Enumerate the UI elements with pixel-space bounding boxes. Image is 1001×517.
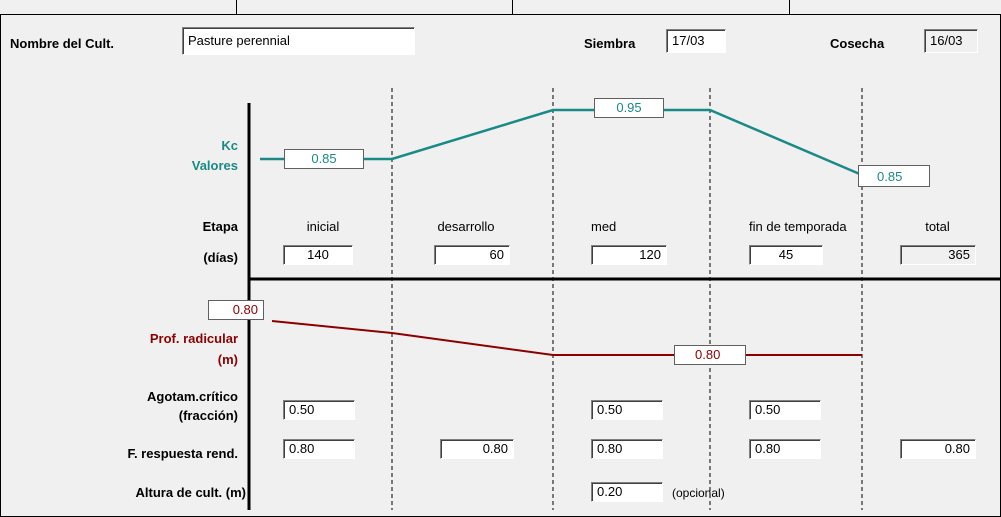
yield-response-inicial-input[interactable]: 0.80 bbox=[283, 439, 355, 459]
stage-name-inicial: inicial bbox=[306, 219, 340, 234]
yield-response-total-input[interactable]: 0.80 bbox=[900, 439, 976, 459]
kc-values-label: Valores bbox=[191, 158, 238, 173]
crop-name-label: Nombre del Cult. bbox=[10, 36, 115, 51]
stage-name-total: total bbox=[925, 219, 950, 234]
cosecha-date-readonly: 16/03 bbox=[924, 29, 978, 53]
kc-end-input[interactable]: 0.85 bbox=[858, 165, 930, 187]
days-total-readonly: 365 bbox=[900, 245, 976, 265]
cosecha-label: Cosecha bbox=[830, 36, 885, 51]
kc-label: Kc bbox=[221, 138, 238, 153]
top-tab-strip bbox=[0, 0, 1001, 15]
yield-response-med-input[interactable]: 0.80 bbox=[591, 439, 663, 459]
yield-response-desarrollo-input[interactable]: 0.80 bbox=[440, 439, 514, 459]
depletion-med-input[interactable]: 0.50 bbox=[591, 400, 663, 420]
siembra-date-input[interactable]: 17/03 bbox=[666, 29, 726, 53]
root-depth-max-input[interactable]: 0.80 bbox=[674, 345, 746, 365]
crop-height-input[interactable]: 0.20 bbox=[591, 482, 663, 502]
stage-days-label: (días) bbox=[203, 250, 238, 265]
days-inicial-input[interactable]: 140 bbox=[283, 245, 353, 265]
root-depth-unit-label: (m) bbox=[217, 352, 238, 367]
days-fin-input[interactable]: 45 bbox=[749, 245, 823, 265]
days-desarrollo-input[interactable]: 60 bbox=[434, 245, 510, 265]
kc-ini-input[interactable]: 0.85 bbox=[284, 149, 364, 169]
tab-separator bbox=[236, 0, 237, 14]
depletion-label: Agotam.crítico bbox=[146, 389, 238, 404]
stage-label: Etapa bbox=[202, 219, 238, 234]
frame-border-left bbox=[0, 14, 1, 517]
siembra-label: Siembra bbox=[584, 36, 636, 51]
crop-height-optional-note: (opcional) bbox=[672, 486, 725, 500]
depletion-unit-label: (fracción) bbox=[178, 408, 238, 423]
days-med-input[interactable]: 120 bbox=[591, 245, 667, 265]
depletion-inicial-input[interactable]: 0.50 bbox=[283, 400, 355, 420]
root-depth-curve bbox=[271, 320, 862, 356]
root-depth-start-input[interactable]: 0.80 bbox=[208, 300, 264, 320]
kc-mid-input[interactable]: 0.95 bbox=[594, 98, 664, 118]
stage-name-fin-de-temporada: fin de temporada bbox=[749, 219, 847, 234]
tab-separator bbox=[512, 0, 513, 14]
tab-separator bbox=[789, 0, 790, 14]
crop-name-input[interactable]: Pasture perennial bbox=[182, 27, 415, 55]
yield-response-fin-input[interactable]: 0.80 bbox=[749, 439, 821, 459]
yield-response-label: F. respuesta rend. bbox=[127, 446, 238, 461]
stage-name-med: med bbox=[591, 219, 617, 234]
crop-height-label: Altura de cult. (m) bbox=[135, 485, 246, 500]
depletion-fin-input[interactable]: 0.50 bbox=[749, 400, 821, 420]
stage-name-desarrollo: desarrollo bbox=[437, 219, 495, 234]
root-depth-label: Prof. radicular bbox=[149, 331, 238, 346]
